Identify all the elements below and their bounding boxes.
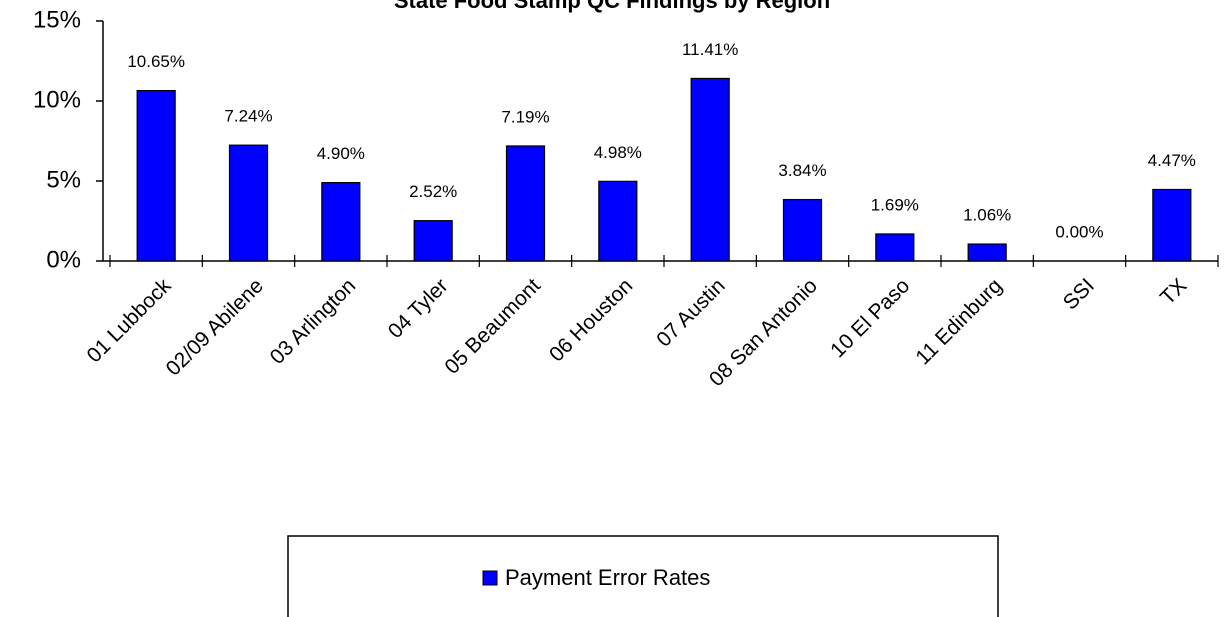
bar xyxy=(136,89,176,262)
bar xyxy=(228,144,269,262)
x-tick-label: TX xyxy=(1156,274,1191,309)
y-tick-label: 10% xyxy=(33,86,81,113)
legend-label: Payment Error Rates xyxy=(505,565,710,590)
bar xyxy=(967,243,1007,262)
bar xyxy=(1152,188,1192,262)
y-tick-label: 5% xyxy=(46,166,81,193)
value-label: 4.98% xyxy=(594,143,642,162)
value-label: 0.00% xyxy=(1055,222,1103,241)
x-tick-label: 05 Beaumont xyxy=(440,274,545,379)
value-label: 4.90% xyxy=(317,144,365,163)
value-label: 1.06% xyxy=(963,206,1011,225)
x-tick-label: 03 Arlington xyxy=(266,274,361,369)
value-label: 7.24% xyxy=(224,107,272,126)
x-tick-label: SSI xyxy=(1059,274,1099,314)
x-tick-label: 04 Tyler xyxy=(384,274,453,343)
bar xyxy=(782,198,823,262)
value-label: 2.52% xyxy=(409,182,457,201)
x-tick-label: 02/09 Abilene xyxy=(162,274,268,380)
bar xyxy=(690,77,730,262)
bar xyxy=(505,145,546,262)
value-label: 3.84% xyxy=(778,161,826,180)
y-tick-label: 15% xyxy=(33,6,81,33)
x-tick-label: 07 Austin xyxy=(652,274,729,351)
bar xyxy=(875,233,915,262)
y-tick-label: 0% xyxy=(46,246,81,273)
legend-swatch xyxy=(482,570,498,586)
value-label: 11.41% xyxy=(682,40,738,59)
x-tick-label: 06 Houston xyxy=(545,274,637,366)
bar xyxy=(413,220,453,262)
value-label: 7.19% xyxy=(501,107,549,126)
bar xyxy=(321,182,361,262)
x-tick-label: 10 El Paso xyxy=(826,274,914,362)
value-label: 4.47% xyxy=(1148,151,1196,170)
chart-title: State Food Stamp QC Findings by Region xyxy=(394,0,830,13)
x-tick-label: 11 Edinburg xyxy=(911,274,1006,369)
legend-box xyxy=(287,535,999,617)
x-tick-label: 01 Lubbock xyxy=(83,274,176,367)
bar xyxy=(598,180,638,262)
value-label: 1.69% xyxy=(871,195,919,214)
value-label: 10.65% xyxy=(127,52,185,71)
